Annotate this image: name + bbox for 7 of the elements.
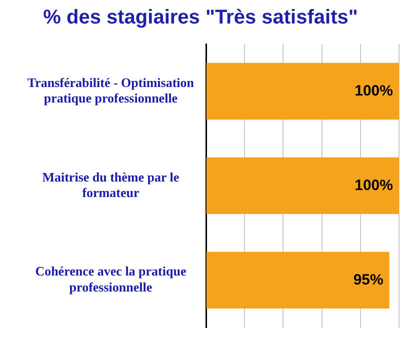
data-label: 100% [354, 82, 393, 100]
chart-title: % des stagiaires "Très satisfaits" [43, 6, 358, 29]
y-tick-label: Cohérence avec la pratique professionnelle [35, 264, 186, 294]
y-tick-label: Transférabilité - Optimisation pratique professionnelle [27, 74, 195, 106]
data-label: 95% [353, 271, 384, 288]
data-label: 100% [354, 176, 393, 194]
y-tick-label: Maitrise du thème par le formateur [42, 169, 180, 200]
